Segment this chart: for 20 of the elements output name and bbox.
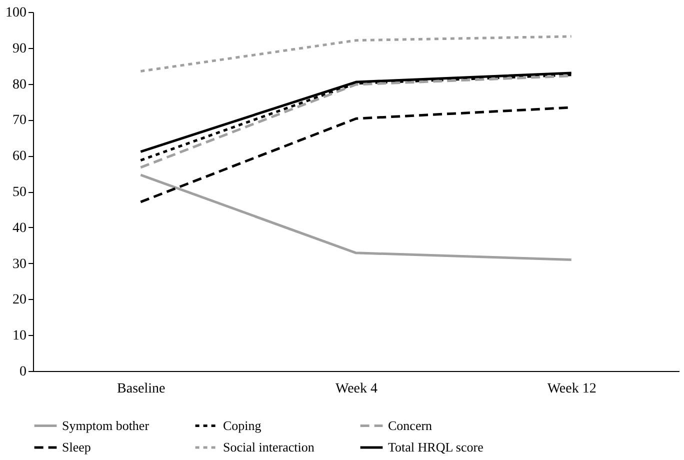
legend-label: Total HRQL score <box>388 440 484 454</box>
legend-label: Coping <box>223 418 262 433</box>
y-tick-label: 20 <box>12 292 26 308</box>
y-tick-label: 40 <box>12 220 26 236</box>
y-tick-label: 100 <box>6 6 26 20</box>
x-tick-label: Week 4 <box>335 382 378 396</box>
y-tick-label: 80 <box>12 77 26 92</box>
legend-label: Sleep <box>62 440 91 454</box>
y-tick-label: 60 <box>12 149 26 164</box>
legend-label: Concern <box>388 418 433 433</box>
y-tick-label: 10 <box>12 328 26 344</box>
y-tick-label: 50 <box>12 185 26 200</box>
y-tick-label: 30 <box>12 256 26 272</box>
x-tick-label: Week 12 <box>547 382 596 396</box>
y-tick-label: 90 <box>12 41 26 56</box>
legend-label: Symptom bother <box>62 418 150 433</box>
legend-label: Social interaction <box>223 440 315 454</box>
x-tick-label: Baseline <box>117 382 166 396</box>
y-tick-label: 70 <box>12 113 26 128</box>
y-tick-label: 0 <box>20 364 26 380</box>
